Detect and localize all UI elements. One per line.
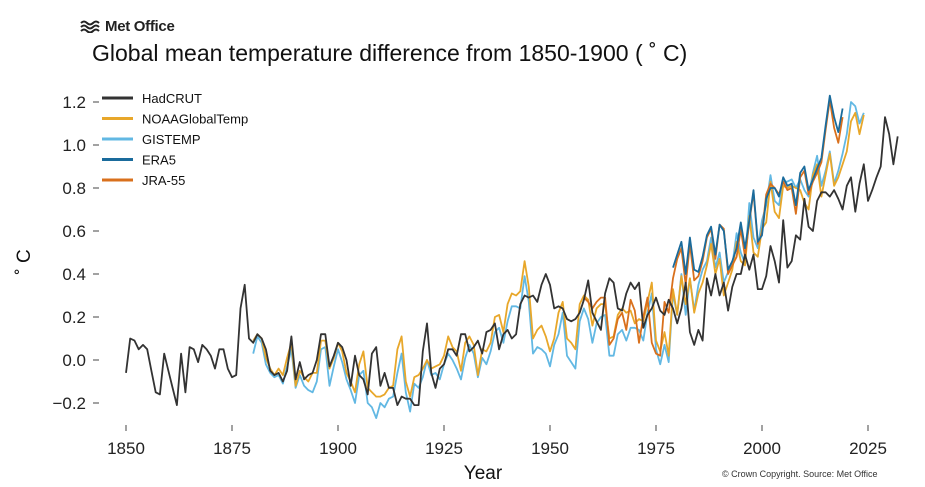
series-line-jra-55 [583,98,844,357]
series-line-hadcrut [125,116,899,407]
series-lines [125,94,899,420]
legend-label: HadCRUT [142,91,202,106]
legend-label: JRA-55 [142,173,185,188]
y-axis: −0.2 0.0 0.2 0.4 0.6 0.8 1.0 1.2 [52,93,99,413]
y-tick-label: −0.2 [52,394,86,413]
chart-title: Global mean temperature difference from … [92,40,688,66]
legend: HadCRUT NOAAGlobalTemp GISTEMP ERA5 JRA-55 [102,91,248,188]
legend-label: GISTEMP [142,132,201,147]
y-tick-label: 0.8 [62,179,86,198]
copyright-note: © Crown Copyright. Source: Met Office [722,469,878,479]
brand-name: Met Office [105,18,175,35]
y-tick-label: 0.2 [62,308,86,327]
y-tick-label: 1.2 [62,93,86,112]
legend-label: NOAAGlobalTemp [142,112,248,127]
x-tick-label: 2025 [849,439,887,458]
x-tick-label: 1975 [637,439,675,458]
x-tick-label: 1900 [319,439,357,458]
x-axis: 1850 1875 1900 1925 1950 1975 2000 2025 [107,425,887,458]
y-axis-label: ˚ C [14,249,35,274]
x-axis-label: Year [464,463,503,484]
x-tick-label: 1850 [107,439,145,458]
met-office-waves-icon [80,20,100,33]
series-line-era5 [672,94,844,275]
y-tick-label: 0.4 [62,265,86,284]
legend-label: ERA5 [142,153,176,168]
y-tick-label: 1.0 [62,136,86,155]
x-tick-label: 1875 [213,439,251,458]
brand-logo: Met Office [80,18,175,35]
series-line-gistemp [252,101,865,420]
x-tick-label: 1950 [531,439,569,458]
y-tick-label: 0.0 [62,351,86,370]
x-tick-label: 1925 [425,439,463,458]
x-tick-label: 2000 [743,439,781,458]
y-tick-label: 0.6 [62,222,86,241]
